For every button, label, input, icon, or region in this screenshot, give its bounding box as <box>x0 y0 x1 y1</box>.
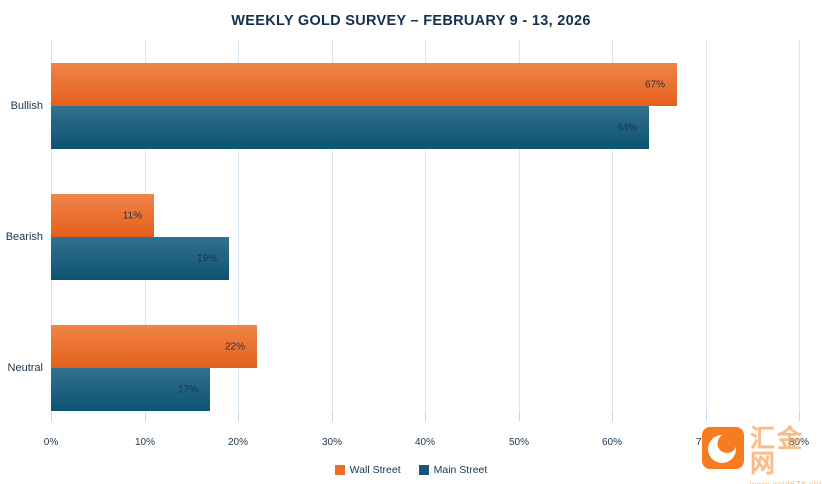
legend-label: Main Street <box>433 464 488 476</box>
gridline <box>332 40 333 413</box>
x-axis-tick <box>51 413 52 421</box>
category-label-bullish: Bullish <box>10 100 43 112</box>
watermark-brand: 汇金网 <box>750 425 805 478</box>
gridline <box>706 40 707 413</box>
bar-value-label: 19% <box>196 253 217 264</box>
x-axis-label: 30% <box>321 437 342 448</box>
category-label-neutral: Neutral <box>7 362 43 374</box>
x-axis-label: 80% <box>788 437 809 448</box>
bar-bearish-main-street: 19% <box>51 237 229 280</box>
legend-item-wall-street: Wall Street <box>334 464 401 476</box>
crescent-icon <box>708 434 737 463</box>
bar-value-label: 22% <box>224 341 245 352</box>
gridline <box>612 40 613 413</box>
legend-label: Wall Street <box>349 464 401 476</box>
gridline <box>519 40 520 413</box>
watermark-text: 汇金网 www.gold678.com <box>750 427 822 484</box>
x-axis-label: 40% <box>414 437 435 448</box>
x-axis-tick <box>612 413 613 421</box>
bar-bullish-wall-street: 67% <box>51 63 677 106</box>
watermark: 汇金网 www.gold678.com <box>702 427 822 484</box>
bar-neutral-main-street: 17% <box>51 368 210 411</box>
plot-area: 67% 64% 11% 19% 22% 17% <box>51 40 800 421</box>
huijin-logo-icon <box>702 427 744 469</box>
x-axis-label: 60% <box>601 437 622 448</box>
x-axis-tick <box>332 413 333 421</box>
x-axis-label: 10% <box>134 437 155 448</box>
bar-value-label: 11% <box>122 210 142 221</box>
legend-item-main-street: Main Street <box>418 464 488 476</box>
legend-swatch-icon <box>334 465 345 475</box>
chart-title: WEEKLY GOLD SURVEY – FEBRUARY 9 - 13, 20… <box>231 13 591 29</box>
watermark-url: www.gold678.com <box>750 479 822 484</box>
x-axis-tick <box>238 413 239 421</box>
x-axis-label: 0% <box>43 437 59 448</box>
bar-value-label: 17% <box>177 384 198 395</box>
bar-neutral-wall-street: 22% <box>51 325 257 368</box>
gridline <box>238 40 239 413</box>
x-axis-tick <box>799 413 800 421</box>
x-axis-label: 20% <box>227 437 248 448</box>
x-axis-label: 50% <box>508 437 529 448</box>
chart-legend: Wall Street Main Street <box>0 464 822 476</box>
bar-value-label: 64% <box>616 122 637 133</box>
gridline <box>425 40 426 413</box>
x-axis-tick <box>425 413 426 421</box>
bar-bearish-wall-street: 11% <box>51 194 154 237</box>
gridline <box>799 40 800 413</box>
x-axis-tick <box>145 413 146 421</box>
x-axis-tick <box>519 413 520 421</box>
category-label-bearish: Bearish <box>5 231 43 243</box>
x-axis-tick <box>706 413 707 421</box>
bar-bullish-main-street: 64% <box>51 106 649 149</box>
bar-value-label: 67% <box>644 79 665 90</box>
legend-swatch-icon <box>418 465 429 475</box>
